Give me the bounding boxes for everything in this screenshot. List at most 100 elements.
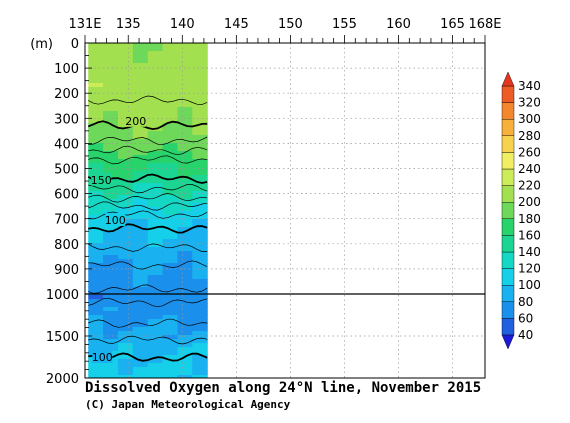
data-cell	[192, 207, 208, 212]
data-cell	[88, 271, 104, 276]
data-cell	[88, 71, 104, 76]
data-cell	[147, 115, 164, 120]
data-cell	[192, 115, 208, 120]
data-cell	[132, 59, 149, 64]
data-cell	[88, 95, 104, 100]
data-cell	[147, 227, 164, 232]
contour-label-background	[105, 212, 126, 226]
data-cell	[88, 167, 104, 172]
data-cell	[177, 55, 193, 60]
data-cell	[162, 367, 179, 372]
data-cell	[162, 59, 179, 64]
data-cell	[177, 119, 193, 124]
data-cell	[103, 363, 119, 368]
data-cell	[88, 75, 104, 80]
data-cell	[147, 323, 164, 328]
data-cell	[192, 367, 208, 372]
data-cell	[132, 47, 149, 52]
data-cell	[88, 315, 104, 320]
data-cell	[162, 167, 179, 172]
data-cell	[177, 359, 193, 364]
y-tick-label: 300	[54, 112, 79, 127]
data-cell	[162, 99, 179, 104]
data-cell	[88, 91, 104, 96]
data-cell	[88, 51, 104, 56]
data-cell	[132, 279, 149, 284]
data-cell	[88, 303, 104, 308]
data-cell	[162, 331, 179, 336]
data-cell	[132, 79, 149, 84]
data-cell	[192, 331, 208, 336]
data-cell	[88, 87, 104, 92]
data-cell	[162, 103, 179, 108]
data-cell	[103, 95, 119, 100]
data-cell	[132, 307, 149, 312]
data-cell	[88, 243, 104, 248]
data-cell	[132, 367, 149, 372]
data-cell	[103, 83, 119, 88]
data-cell	[147, 59, 164, 64]
data-cell	[177, 259, 193, 264]
data-cell	[147, 375, 164, 378]
data-cell	[132, 211, 149, 216]
data-cell	[177, 303, 193, 308]
data-cell	[103, 319, 119, 324]
data-cell	[162, 327, 179, 332]
data-cell	[147, 111, 164, 116]
data-cell	[117, 135, 134, 140]
data-cell	[88, 343, 104, 348]
contour-line	[88, 95, 208, 105]
data-cell	[162, 203, 179, 208]
data-cell	[162, 215, 179, 220]
data-cell	[103, 127, 119, 132]
data-cell	[132, 355, 149, 360]
data-cell	[117, 219, 134, 224]
data-cell	[147, 243, 164, 248]
data-cell	[147, 255, 164, 260]
data-cell	[132, 331, 149, 336]
data-cell	[177, 327, 193, 332]
data-cell	[177, 291, 193, 296]
data-cell	[88, 267, 104, 272]
data-cell	[147, 311, 164, 316]
data-cell	[88, 223, 104, 228]
data-cell	[177, 339, 193, 344]
data-cell	[117, 47, 134, 52]
data-cell	[147, 83, 164, 88]
data-cell	[117, 359, 134, 364]
data-cell	[103, 251, 119, 256]
data-cell	[177, 135, 193, 140]
data-cell	[192, 251, 208, 256]
data-cell	[192, 47, 208, 52]
data-cell	[162, 319, 179, 324]
data-cell	[162, 151, 179, 156]
data-cell	[117, 187, 134, 192]
data-cell	[177, 231, 193, 236]
data-cell	[177, 199, 193, 204]
data-cell	[192, 275, 208, 280]
data-cell	[177, 251, 193, 256]
data-cell	[132, 163, 149, 168]
data-cell	[117, 175, 134, 180]
data-cell	[147, 219, 164, 224]
data-cell	[88, 275, 104, 280]
data-cell	[147, 303, 164, 308]
colorbar-bin	[501, 85, 515, 103]
data-cell	[177, 223, 193, 228]
data-cell	[132, 151, 149, 156]
data-cell	[103, 151, 119, 156]
data-cell	[117, 147, 134, 152]
chart-title: Dissolved Oxygen along 24°N line, Novemb…	[85, 380, 481, 396]
data-cell	[132, 351, 149, 356]
data-field	[88, 43, 208, 378]
data-cell	[132, 147, 149, 152]
data-cell	[132, 347, 149, 352]
data-cell	[117, 103, 134, 108]
data-cell	[132, 323, 149, 328]
data-cell	[88, 295, 104, 300]
data-cell	[103, 131, 119, 136]
data-cell	[177, 207, 193, 212]
data-cell	[117, 271, 134, 276]
data-cell	[103, 295, 119, 300]
data-cell	[132, 267, 149, 272]
